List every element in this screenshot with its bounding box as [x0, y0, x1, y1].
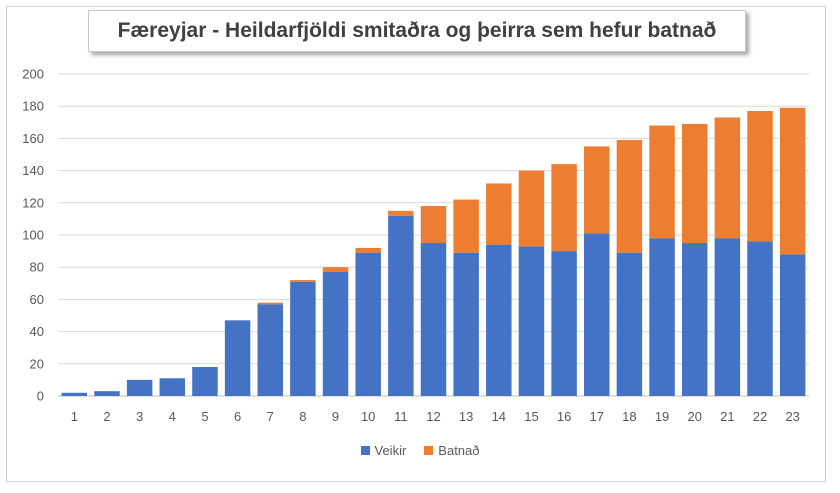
x-tick-label: 10 [361, 409, 375, 424]
x-tick-label: 1 [71, 409, 78, 424]
x-tick-label: 14 [492, 409, 506, 424]
legend-label-veikir: Veikir [374, 443, 407, 458]
bar-veikir-18 [616, 252, 643, 396]
chart-title: Færeyjar - Heildarfjöldi smitaðra og þei… [117, 19, 717, 42]
bar-batnad-11 [388, 210, 414, 216]
y-tick-label: 40 [30, 324, 44, 339]
legend-label-batnad: Batnað [438, 443, 480, 458]
bar-veikir-12 [420, 243, 447, 396]
x-tick-label: 21 [720, 409, 734, 424]
x-tick-label: 6 [234, 409, 241, 424]
x-tick-label: 4 [169, 409, 176, 424]
bar-veikir-10 [355, 252, 381, 396]
bar-veikir-20 [681, 243, 708, 396]
bar-veikir-17 [584, 233, 610, 396]
y-tick-label: 120 [22, 195, 44, 210]
bar-batnad-12 [420, 206, 447, 244]
bar-batnad-8 [290, 280, 316, 282]
bar-veikir-21 [714, 238, 741, 396]
x-tick-label: 23 [785, 409, 799, 424]
x-tick-label: 3 [136, 409, 143, 424]
bar-veikir-3 [126, 379, 153, 396]
bar-veikir-15 [518, 246, 545, 396]
y-tick-label: 60 [30, 292, 44, 307]
bar-batnad-16 [551, 164, 577, 252]
bar-batnad-21 [714, 117, 741, 239]
bar-veikir-13 [453, 252, 479, 396]
x-tick-label: 15 [524, 409, 538, 424]
bar-veikir-19 [649, 238, 675, 396]
legend-swatch-batnad [424, 446, 434, 455]
x-tick-label: 13 [459, 409, 473, 424]
bar-batnad-13 [453, 199, 479, 253]
bar-veikir-8 [290, 281, 316, 396]
bar-batnad-19 [649, 125, 675, 239]
bar-batnad-22 [747, 111, 773, 242]
bar-veikir-23 [779, 254, 806, 396]
legend-item-batnad: Batnað [424, 443, 480, 458]
x-tick-label: 18 [622, 409, 636, 424]
bar-veikir-11 [388, 215, 414, 396]
bar-batnad-9 [322, 267, 349, 273]
bar-veikir-16 [551, 251, 577, 396]
bar-batnad-18 [616, 140, 643, 253]
x-tick-label: 11 [394, 409, 408, 424]
y-tick-label: 100 [22, 228, 44, 243]
x-tick-label: 5 [201, 409, 208, 424]
bar-batnad-23 [779, 107, 806, 255]
y-tick-label: 80 [30, 260, 44, 275]
x-tick-label: 9 [332, 409, 339, 424]
y-tick-label: 180 [22, 99, 44, 114]
bar-batnad-17 [584, 146, 610, 234]
y-tick-label: 160 [22, 131, 44, 146]
bars [61, 107, 806, 396]
y-tick-label: 20 [30, 356, 44, 371]
legend-item-veikir: Veikir [360, 443, 407, 458]
x-tick-label: 22 [753, 409, 767, 424]
bar-veikir-14 [486, 244, 512, 396]
y-tick-label: 0 [37, 389, 44, 404]
y-axis-ticks: 0 20 40 60 80 100 120 140 160 180 200 [22, 67, 44, 404]
bar-veikir-7 [257, 304, 283, 396]
bar-veikir-22 [747, 241, 773, 396]
legend: Veikir Batnað [0, 443, 840, 458]
bar-batnad-15 [518, 170, 545, 247]
x-tick-label: 17 [590, 409, 604, 424]
x-tick-label: 20 [687, 409, 701, 424]
bar-batnad-10 [355, 247, 381, 253]
x-axis-ticks: 1 2 3 4 5 6 7 8 9 10 11 12 13 14 15 16 17 18 19 20 21 22 23 [71, 409, 800, 424]
x-tick-label: 16 [557, 409, 571, 424]
bar-batnad-20 [681, 123, 708, 244]
y-tick-label: 200 [22, 67, 44, 82]
bar-veikir-4 [159, 378, 186, 396]
x-tick-label: 12 [426, 409, 440, 424]
y-tick-label: 140 [22, 163, 44, 178]
legend-swatch-veikir [360, 446, 370, 455]
x-tick-label: 19 [655, 409, 669, 424]
bar-veikir-9 [322, 272, 349, 396]
chart-title-box: Færeyjar - Heildarfjöldi smitaðra og þei… [88, 10, 746, 52]
bar-veikir-1 [61, 392, 88, 396]
bar-veikir-2 [94, 391, 120, 396]
x-tick-label: 7 [267, 409, 274, 424]
bar-veikir-6 [224, 320, 251, 396]
bar-veikir-5 [192, 367, 218, 396]
bar-batnad-14 [486, 183, 512, 245]
x-tick-label: 8 [299, 409, 306, 424]
x-tick-label: 2 [103, 409, 110, 424]
bar-batnad-7 [257, 302, 283, 305]
